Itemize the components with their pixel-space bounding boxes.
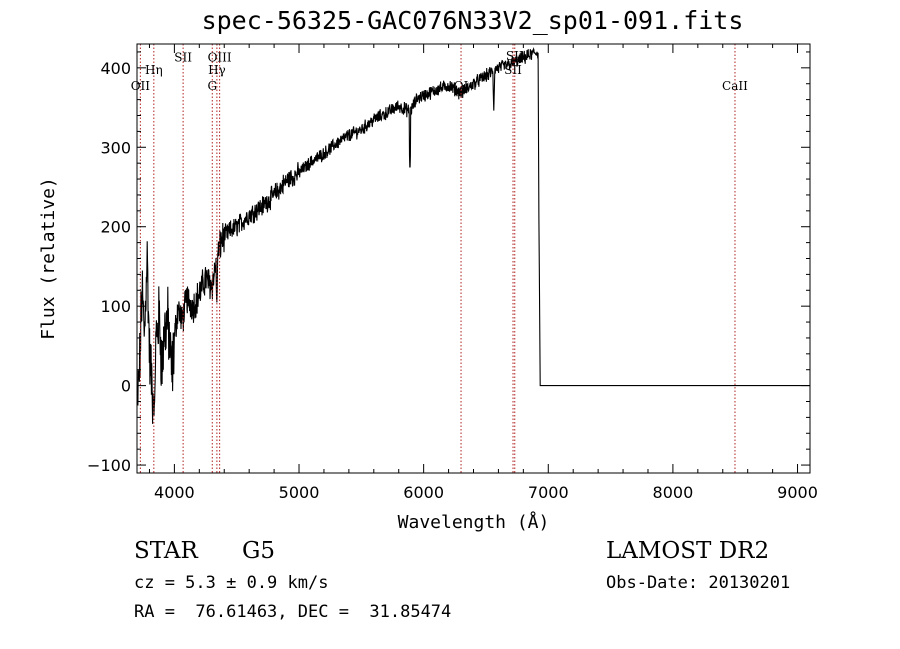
line-label-sii: SII — [506, 49, 524, 63]
line-label-caii: CaII — [722, 79, 748, 93]
y-tick-label: 100 — [100, 297, 131, 316]
coordinates-readout: RA = 76.61463, DEC = 31.85474 — [134, 602, 452, 622]
chart-title: spec-56325-GAC076N33V2_sp01-091.fits — [201, 6, 744, 35]
y-tick-label: 400 — [100, 59, 131, 78]
line-label-oiii: OIII — [208, 50, 232, 64]
y-tick-label: 0 — [121, 377, 131, 396]
x-tick-label: 6000 — [403, 483, 444, 502]
y-tick-label: −100 — [87, 456, 131, 475]
line-label-sii: SII — [504, 63, 522, 77]
line-label-sii: SII — [174, 50, 192, 64]
object-class: STAR — [134, 538, 198, 564]
line-label-hη: Hη — [145, 63, 163, 77]
x-tick-label: 4000 — [154, 483, 195, 502]
redshift-readout: cz = 5.3 ± 0.9 km/s — [134, 573, 329, 593]
x-axis-label: Wavelength (Å) — [398, 511, 550, 533]
x-tick-label: 9000 — [777, 483, 818, 502]
x-tick-label: 7000 — [528, 483, 569, 502]
line-label-oii: OII — [131, 79, 151, 93]
object-subclass: G5 — [242, 538, 276, 564]
survey-name: LAMOST DR2 — [606, 538, 770, 564]
x-tick-label: 5000 — [279, 483, 320, 502]
x-tick-label: 8000 — [653, 483, 694, 502]
plot-frame — [136, 43, 811, 474]
y-tick-label: 300 — [100, 138, 131, 157]
spectrum-line — [137, 46, 810, 424]
y-tick-label: 200 — [100, 218, 131, 237]
y-axis-label: Flux (relative) — [38, 177, 59, 340]
line-label-g: G — [207, 79, 217, 93]
line-label-oi: OI — [454, 79, 469, 93]
obs-date: Obs-Date: 20130201 — [606, 573, 791, 593]
line-label-hγ: Hγ — [208, 63, 226, 77]
